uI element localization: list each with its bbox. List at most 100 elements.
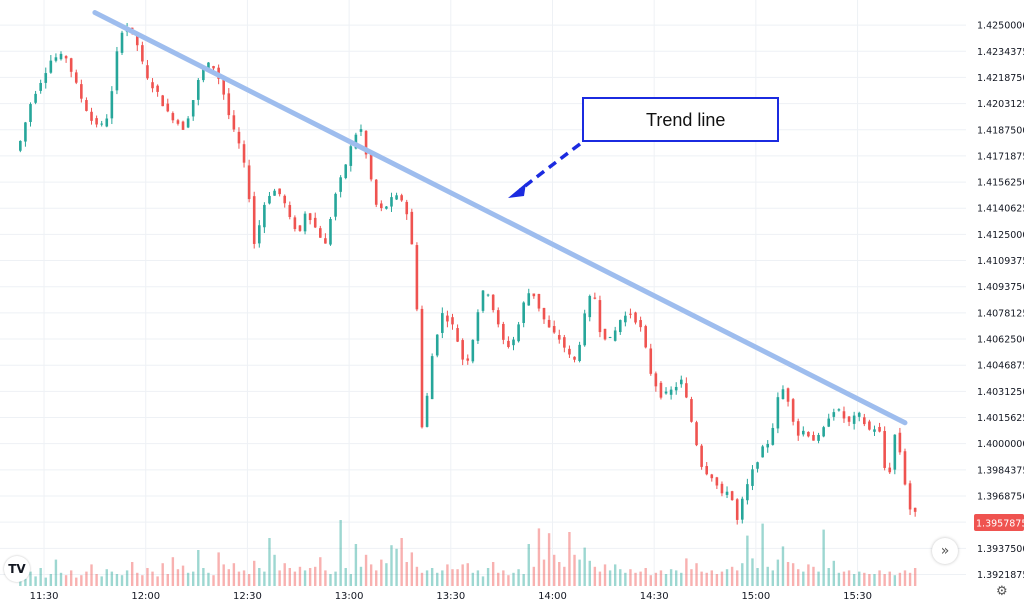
time-axis[interactable]: 11:30 12:00 12:30 13:00 13:30 14:00 14:30 15:00… xyxy=(30,591,872,602)
candle-body xyxy=(456,328,459,342)
candle-body xyxy=(837,409,841,411)
price-tick-label: 1.4187500 xyxy=(977,125,1024,136)
volume-bar xyxy=(700,571,703,586)
volume-bar xyxy=(390,545,393,586)
volume-bar xyxy=(222,564,225,586)
candle-body xyxy=(135,34,139,46)
candle-body xyxy=(491,294,495,311)
candle xyxy=(771,423,775,446)
candle-body xyxy=(222,78,226,95)
volume-bar xyxy=(761,523,764,586)
candle xyxy=(761,444,764,458)
candle-body xyxy=(578,344,581,361)
volume-bar xyxy=(766,566,769,586)
candle-body xyxy=(507,340,510,347)
candle xyxy=(898,427,902,455)
volume-bar xyxy=(354,544,358,586)
candle xyxy=(629,308,632,319)
volume-bar xyxy=(776,559,780,586)
volume-bar xyxy=(517,569,520,586)
candle xyxy=(451,313,454,330)
candle-body xyxy=(629,313,632,315)
candle-body xyxy=(420,308,424,428)
volume-bar xyxy=(527,544,530,586)
candle xyxy=(822,425,825,438)
volume-bar xyxy=(395,548,398,586)
candle xyxy=(95,115,98,128)
candle-body xyxy=(781,389,785,400)
candle-body xyxy=(171,113,175,121)
candle-body xyxy=(659,382,663,398)
candle-body xyxy=(446,315,449,322)
candle xyxy=(705,462,709,476)
candle xyxy=(583,309,586,347)
volume-bar xyxy=(130,562,134,586)
candle xyxy=(54,53,58,63)
candle-body xyxy=(776,397,780,429)
candle-body xyxy=(273,190,276,196)
volume-bar xyxy=(898,572,902,586)
volume-bar xyxy=(436,572,439,586)
candle xyxy=(817,432,820,444)
candle xyxy=(552,320,556,334)
price-tick-label: 1.4031250 xyxy=(977,387,1024,398)
candle xyxy=(857,411,861,422)
volume-bar xyxy=(471,572,475,586)
gear-icon[interactable]: ⚙ xyxy=(996,584,1008,599)
candle-body xyxy=(161,95,164,107)
volume-bar xyxy=(822,529,825,586)
candle-body xyxy=(756,462,759,469)
volume-bar xyxy=(908,572,912,586)
volume-bar xyxy=(349,574,353,586)
volume-bar xyxy=(232,563,236,586)
price-tick-label: 1.3937500 xyxy=(977,544,1024,555)
candle xyxy=(34,90,37,105)
candle xyxy=(461,338,464,366)
volume-bar xyxy=(685,558,688,586)
volume-bar xyxy=(324,570,327,586)
volume-bar xyxy=(441,570,444,586)
candle-body xyxy=(639,320,642,328)
candle xyxy=(481,290,485,313)
price-tick-label: 1.4234375 xyxy=(977,47,1024,58)
candle-body xyxy=(898,432,902,453)
candle-body xyxy=(613,330,617,341)
candle-body xyxy=(679,379,683,385)
volume-bar xyxy=(497,572,500,586)
candle xyxy=(781,385,785,400)
price-tick-label: 1.4250000 xyxy=(977,21,1024,32)
volume-bar xyxy=(293,571,297,586)
volume-bar xyxy=(136,572,139,586)
candle-body xyxy=(588,295,592,318)
candle-body xyxy=(685,383,688,398)
volume-bar xyxy=(741,563,744,586)
candle xyxy=(685,377,688,399)
candle xyxy=(624,311,627,327)
candle-body xyxy=(710,474,714,479)
candle xyxy=(883,426,886,471)
volume-bar xyxy=(669,569,673,586)
volume-bar xyxy=(212,575,215,586)
volume-bar xyxy=(273,554,276,586)
candle xyxy=(74,69,78,85)
volume-bar xyxy=(863,572,866,586)
volume-bar xyxy=(791,563,795,586)
time-tick-label: 15:30 xyxy=(843,591,872,602)
volume-bar xyxy=(80,575,83,586)
candle xyxy=(791,397,795,426)
candle-body xyxy=(90,111,93,121)
candle xyxy=(471,339,475,364)
candle xyxy=(59,51,63,61)
volume-bar xyxy=(85,571,88,586)
price-axis[interactable]: 1.4250000 1.4234375 1.4218750 1.4203125 1.41… xyxy=(977,21,1024,581)
candle xyxy=(252,191,256,249)
volume-bar xyxy=(649,575,652,586)
candle-body xyxy=(64,56,68,59)
candle xyxy=(324,233,327,244)
candle-body xyxy=(873,429,876,432)
scroll-to-realtime-button[interactable]: » xyxy=(932,538,958,564)
candle xyxy=(507,336,510,349)
candle-body xyxy=(512,339,515,346)
